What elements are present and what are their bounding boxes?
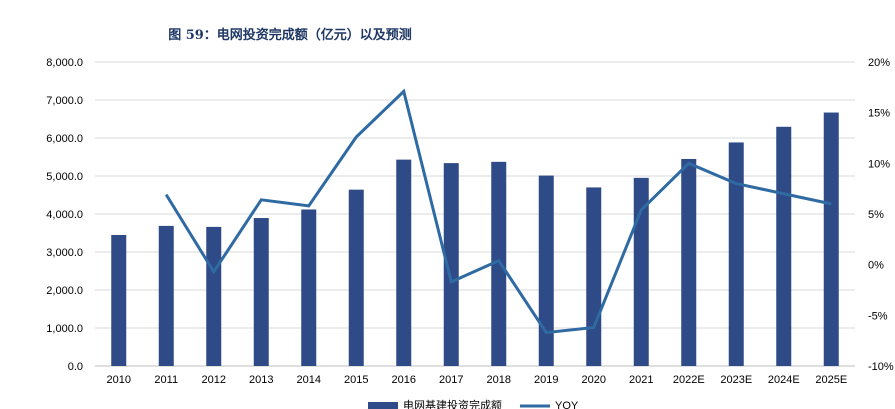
bar <box>633 177 649 366</box>
y-right-tick-label: 5% <box>868 209 884 221</box>
yoy-point <box>450 281 452 283</box>
yoy-point <box>593 326 595 328</box>
yoy-point <box>165 194 167 196</box>
yoy-point <box>260 199 262 201</box>
yoy-point <box>545 332 547 334</box>
legend: 电网基建投资完成额 YOY <box>368 398 579 409</box>
x-tick-label: 2012 <box>202 374 226 386</box>
y-left-tick-label: 8,000.0 <box>46 57 83 69</box>
x-tick-label: 2011 <box>154 374 178 386</box>
x-tick-label: 2023E <box>720 374 752 386</box>
right-axis-ticks: -10% -5% 0% 5% 10% 15% 20% <box>868 57 894 373</box>
bar <box>823 112 839 366</box>
bar <box>111 234 127 366</box>
y-left-tick-label: 3,000.0 <box>46 247 83 259</box>
bar <box>538 175 554 366</box>
x-tick-label: 2021 <box>629 374 653 386</box>
y-right-tick-label: -10% <box>868 361 894 373</box>
bar <box>491 161 507 366</box>
bar <box>253 218 269 366</box>
bar <box>301 209 317 366</box>
y-right-tick-label: -5% <box>868 310 888 322</box>
y-left-tick-label: 7,000.0 <box>46 95 83 107</box>
x-tick-label: 2022E <box>673 374 705 386</box>
x-tick-label: 2013 <box>249 374 273 386</box>
y-left-tick-label: 0.0 <box>68 361 83 373</box>
left-axis-ticks: 0.0 1,000.0 2,000.0 3,000.0 4,000.0 5,000.0 6,… <box>46 57 83 373</box>
chart-title: 图 59：电网投资完成额（亿元）以及预测 <box>168 28 412 43</box>
x-axis-ticks: 2010 2011 2012 2013 2014 2015 2016 2017 2018 2019… <box>107 374 848 386</box>
x-tick-label: 2019 <box>534 374 558 386</box>
yoy-line-series <box>164 88 832 335</box>
bar <box>396 159 412 366</box>
y-left-tick-label: 5,000.0 <box>46 171 83 183</box>
yoy-point <box>783 193 785 195</box>
bar <box>443 163 459 366</box>
bar <box>158 225 174 366</box>
yoy-point <box>640 209 642 211</box>
grid-lines <box>95 61 855 367</box>
x-tick-label: 2014 <box>297 374 321 386</box>
y-right-tick-label: 15% <box>868 108 890 120</box>
bar <box>206 226 222 366</box>
bar <box>728 142 744 366</box>
yoy-point <box>308 205 310 207</box>
yoy-point <box>213 271 215 273</box>
bar <box>586 187 602 366</box>
y-left-tick-label: 2,000.0 <box>46 285 83 297</box>
yoy-point <box>830 203 832 205</box>
legend-bar-label: 电网基建投资完成额 <box>403 398 502 409</box>
x-tick-label: 2016 <box>392 374 416 386</box>
legend-line-label: YOY <box>555 400 579 409</box>
bar <box>776 126 792 366</box>
bar <box>348 189 364 366</box>
x-tick-label: 2024E <box>768 374 800 386</box>
x-tick-label: 2010 <box>107 374 131 386</box>
x-tick-label: 2017 <box>439 374 463 386</box>
y-right-tick-label: 10% <box>868 158 890 170</box>
x-tick-label: 2025E <box>815 374 847 386</box>
yoy-point <box>403 90 405 92</box>
y-left-tick-label: 4,000.0 <box>46 209 83 221</box>
yoy-point <box>735 183 737 185</box>
bar <box>681 158 697 366</box>
yoy-point <box>498 260 500 262</box>
x-tick-label: 2015 <box>344 374 368 386</box>
y-left-tick-label: 1,000.0 <box>46 323 83 335</box>
y-right-tick-label: 20% <box>868 57 890 69</box>
y-left-tick-label: 6,000.0 <box>46 133 83 145</box>
yoy-point <box>355 136 357 138</box>
x-tick-label: 2020 <box>582 374 606 386</box>
legend-bar-swatch <box>368 402 398 409</box>
y-right-tick-label: 0% <box>868 260 884 272</box>
yoy-point <box>688 162 690 164</box>
x-tick-label: 2018 <box>487 374 511 386</box>
